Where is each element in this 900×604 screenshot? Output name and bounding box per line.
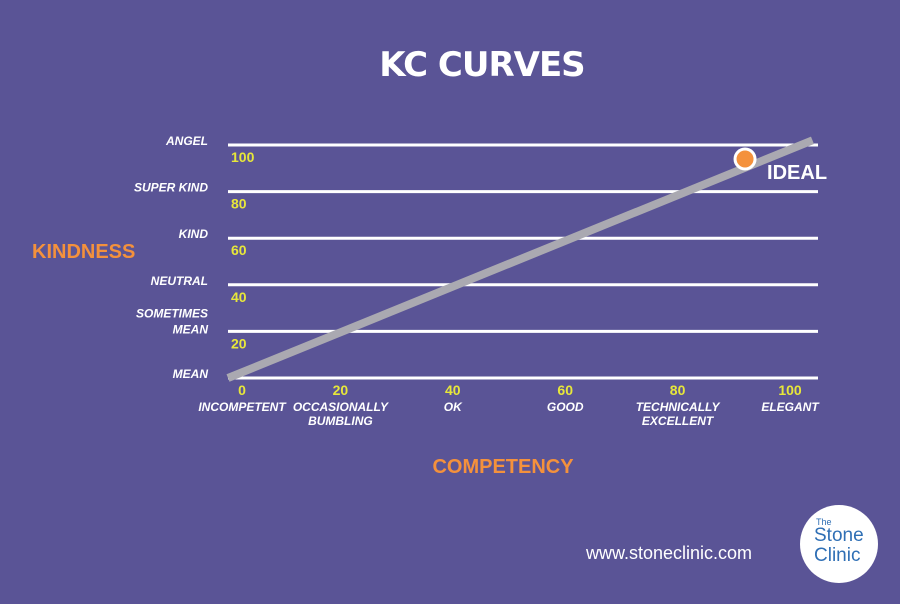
gridlines bbox=[228, 143, 818, 380]
x-tick-number-80: 80 bbox=[670, 382, 686, 398]
ideal-point-marker bbox=[733, 147, 757, 171]
x-axis-label: COMPETENCY bbox=[432, 456, 574, 478]
stone-clinic-logo: The Stone Clinic bbox=[800, 505, 878, 583]
y-tick-number-100: 100 bbox=[231, 149, 255, 165]
y-tick-label-80: SUPER KIND bbox=[134, 181, 208, 195]
x-tick-label-20-line2: BUMBLING bbox=[308, 414, 373, 428]
logo-text-the: The bbox=[816, 517, 832, 527]
x-tick-label-0: INCOMPETENT bbox=[198, 400, 287, 414]
y-axis-label: KINDNESS bbox=[32, 241, 135, 263]
x-tick-number-60: 60 bbox=[557, 382, 573, 398]
y-tick-number-40: 40 bbox=[231, 289, 247, 305]
website-url: www.stoneclinic.com bbox=[586, 543, 753, 563]
y-tick-label-40: NEUTRAL bbox=[151, 274, 208, 288]
series-line-0 bbox=[226, 136, 814, 382]
y-tick-label-20-line1: SOMETIMES bbox=[136, 306, 208, 320]
y-tick-number-80: 80 bbox=[231, 196, 247, 212]
x-tick-number-40: 40 bbox=[445, 382, 461, 398]
y-tick-number-60: 60 bbox=[231, 242, 247, 258]
x-tick-label-80-line2: EXCELLENT bbox=[642, 414, 715, 428]
logo-text-stone: Stone bbox=[814, 525, 864, 546]
x-tick-label-80-line1: TECHNICALLY bbox=[636, 400, 721, 414]
y-axis-ticks: MEAN 20 SOMETIMES MEAN 40 NEUTRAL 60 KIND 80 SUPE… bbox=[134, 134, 255, 381]
logo-text-clinic: Clinic bbox=[814, 545, 861, 566]
ideal-point-label: IDEAL bbox=[767, 162, 827, 184]
x-tick-label-60: GOOD bbox=[547, 400, 584, 414]
chart-title: KC CURVES bbox=[379, 45, 584, 85]
x-tick-label-100: ELEGANT bbox=[761, 400, 820, 414]
y-tick-label-60: KIND bbox=[179, 227, 209, 241]
x-tick-number-0: 0 bbox=[238, 382, 246, 398]
x-tick-number-100: 100 bbox=[778, 382, 802, 398]
x-tick-label-40: OK bbox=[444, 400, 463, 414]
y-tick-label-20-line2: MEAN bbox=[173, 322, 209, 336]
x-tick-label-20-line1: OCCASIONALLY bbox=[293, 400, 389, 414]
y-tick-number-20: 20 bbox=[231, 335, 247, 351]
y-tick-label-100: ANGEL bbox=[165, 134, 208, 148]
series-group bbox=[226, 136, 814, 382]
x-tick-number-20: 20 bbox=[333, 382, 349, 398]
annotations: IDEAL bbox=[733, 147, 827, 184]
y-tick-label-0: MEAN bbox=[173, 367, 209, 381]
